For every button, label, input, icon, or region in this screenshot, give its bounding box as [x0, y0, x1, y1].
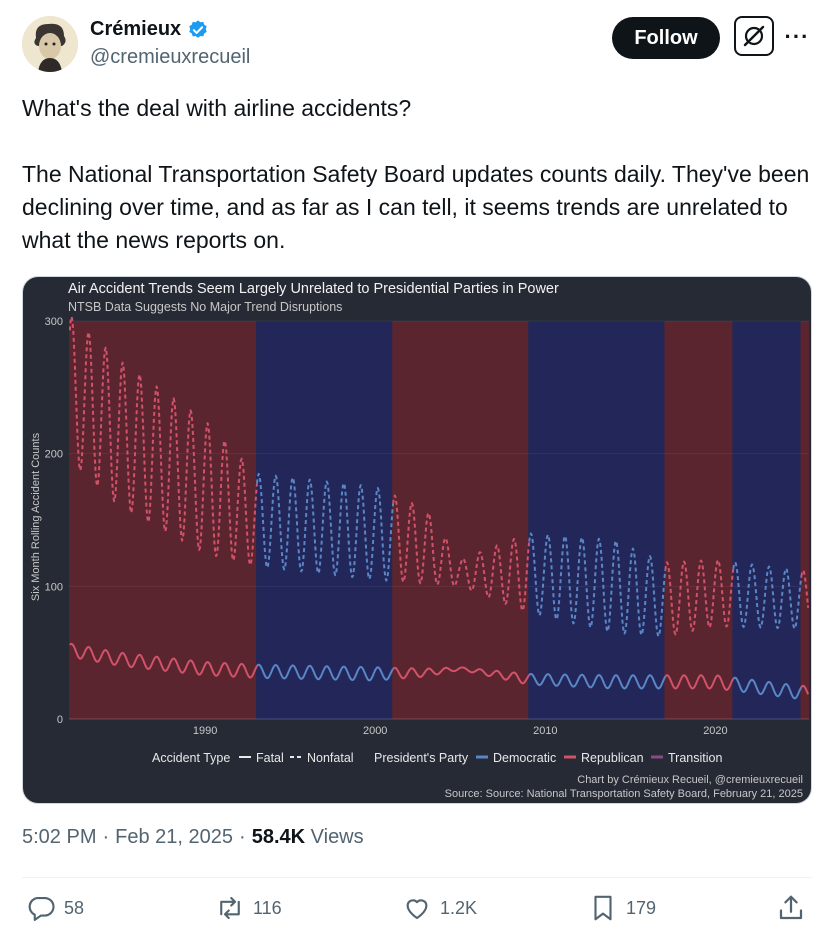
user-handle[interactable]: @cremieuxrecueil — [90, 46, 251, 68]
legend-type-title: Accident Type — [152, 751, 230, 765]
bookmark-count: 179 — [626, 897, 657, 918]
grok-icon[interactable] — [734, 16, 774, 56]
party-band-6 — [800, 321, 809, 719]
x-tick-label: 1990 — [193, 725, 217, 737]
share-icon — [779, 895, 803, 920]
heart-icon — [406, 899, 428, 920]
series-nonfatal-segment-1 — [256, 472, 395, 582]
chart-legend: Accident Type Fatal Nonfatal President's… — [152, 751, 722, 765]
series-nonfatal-segment-3 — [528, 532, 667, 638]
action-bar: 58 116 1.2K 179 — [22, 893, 812, 929]
y-axis-label: Six Month Rolling Accident Counts — [30, 432, 42, 601]
party-band-3 — [528, 321, 665, 719]
views-count: 58.4K — [251, 826, 306, 848]
series-fatal-segment-1 — [256, 663, 394, 682]
y-tick-label: 100 — [45, 581, 63, 593]
divider — [22, 877, 812, 878]
legend-democratic: Democratic — [493, 751, 556, 765]
series-nonfatal-segment-2 — [392, 494, 531, 612]
chart-credit: Chart by Crémieux Recueil, @cremieuxrecu… — [577, 774, 803, 786]
series-fatal-segment-2 — [392, 666, 531, 685]
chart: Air Accident Trends Seem Largely Unrelat… — [23, 277, 811, 803]
series-nonfatal-segment-0 — [68, 315, 258, 566]
repost-button[interactable]: 116 — [215, 893, 282, 923]
tweet-text: What's the deal with airline accidents? … — [22, 92, 812, 257]
repost-count: 116 — [253, 897, 282, 918]
bookmark-icon — [594, 895, 612, 921]
display-name[interactable]: Crémieux — [90, 18, 182, 40]
reply-count: 58 — [64, 897, 85, 918]
x-tick-label: 2010 — [533, 725, 557, 737]
legend-party-title: President's Party — [374, 751, 469, 765]
party-band-2 — [392, 321, 529, 719]
legend-republican: Republican — [581, 751, 644, 765]
series-nonfatal-segment-4 — [664, 559, 735, 636]
series-fatal-segment-6 — [800, 684, 810, 695]
tweet-meta: 5:02 PM · Feb 21, 2025 · 58.4K Views — [22, 826, 364, 848]
y-tick-label: 0 — [57, 714, 63, 726]
verified-badge-icon — [187, 19, 209, 41]
bookmark-button[interactable]: 179 — [588, 893, 656, 923]
legend-fatal: Fatal — [256, 751, 284, 765]
x-tick-label: 2000 — [363, 725, 387, 737]
tweet-media-chart[interactable]: Air Accident Trends Seem Largely Unrelat… — [22, 276, 812, 804]
chart-source: Source: Source: National Transportation … — [445, 788, 803, 800]
party-band-4 — [664, 321, 733, 719]
y-tick-label: 200 — [45, 449, 63, 461]
tweet-line-body: The National Transportation Safety Board… — [22, 161, 810, 253]
repost-icon — [220, 896, 240, 920]
tweet-header: Crémieux @cremieuxrecueil Follow ··· — [22, 16, 812, 76]
series-fatal-segment-0 — [69, 642, 258, 679]
share-button[interactable] — [776, 893, 806, 923]
y-tick-label: 300 — [45, 316, 63, 328]
legend-transition: Transition — [668, 751, 722, 765]
party-band-0 — [69, 321, 257, 719]
tweet-time[interactable]: 5:02 PM — [22, 826, 97, 848]
party-band-1 — [256, 321, 393, 719]
x-tick-label: 2020 — [703, 725, 727, 737]
views-label: Views — [310, 826, 364, 848]
like-count: 1.2K — [440, 897, 478, 918]
like-button[interactable]: 1.2K — [402, 893, 477, 923]
chart-title: Air Accident Trends Seem Largely Unrelat… — [68, 281, 559, 297]
more-options-icon[interactable]: ··· — [784, 24, 810, 49]
legend-nonfatal: Nonfatal — [307, 751, 354, 765]
avatar[interactable] — [22, 16, 78, 72]
series-fatal-segment-4 — [664, 674, 735, 691]
chart-subtitle: NTSB Data Suggests No Major Trend Disrup… — [68, 300, 342, 314]
series-fatal-segment-5 — [732, 676, 803, 700]
series-nonfatal-segment-5 — [732, 561, 803, 630]
tweet-line-question: What's the deal with airline accidents? — [22, 95, 412, 121]
series-fatal-segment-3 — [528, 672, 667, 690]
reply-button[interactable]: 58 — [26, 893, 84, 923]
follow-button[interactable]: Follow — [612, 17, 720, 59]
party-band-5 — [732, 321, 801, 719]
tweet-date[interactable]: Feb 21, 2025 — [115, 826, 234, 848]
reply-icon — [28, 896, 55, 921]
